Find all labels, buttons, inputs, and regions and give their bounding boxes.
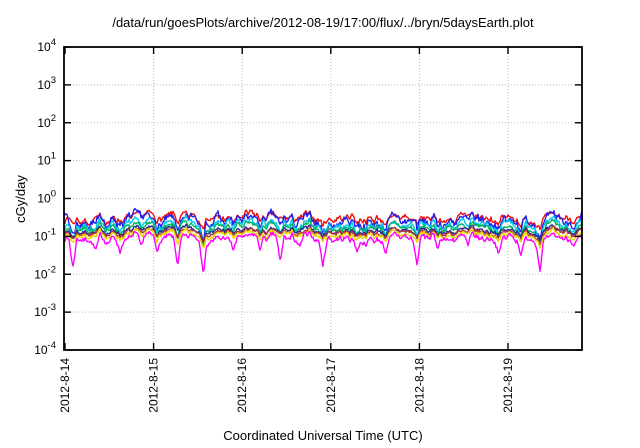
y-tick-label: 10-2 (34, 264, 56, 281)
x-axis-label: Coordinated Universal Time (UTC) (223, 428, 422, 443)
y-tick-labels: 104 103 102 101 100 10-1 10-2 10-3 10-4 (34, 37, 56, 357)
y-tick-label: 10-1 (34, 226, 56, 243)
y-tick-label: 103 (37, 75, 56, 92)
x-tick-label: 2012-8-16 (235, 358, 249, 413)
x-tick-labels: 2012-8-14 2012-8-15 2012-8-16 2012-8-17 2012… (58, 358, 515, 413)
chart-title: /data/run/goesPlots/archive/2012-08-19/1… (112, 15, 534, 30)
y-tick-label: 101 (37, 151, 56, 168)
x-tick-label: 2012-8-14 (58, 358, 72, 413)
data-series (63, 207, 583, 272)
y-axis-label: cGy/day (13, 175, 28, 223)
y-tick-label: 104 (37, 37, 56, 54)
series-line-magenta (63, 230, 583, 272)
grid-lines (64, 47, 582, 350)
y-tick-label: 10-4 (34, 340, 56, 357)
series-line-red (63, 209, 583, 231)
y-tick-label: 10-3 (34, 302, 56, 319)
y-tick-label: 100 (37, 189, 56, 206)
x-tick-label: 2012-8-15 (147, 358, 161, 413)
y-tick-label: 102 (37, 113, 56, 130)
x-tick-label: 2012-8-19 (501, 358, 515, 413)
axes-frame (63, 46, 583, 351)
series-line-yellow (63, 227, 583, 249)
x-tick-label: 2012-8-17 (324, 358, 338, 413)
x-tick-label: 2012-8-18 (412, 358, 426, 413)
